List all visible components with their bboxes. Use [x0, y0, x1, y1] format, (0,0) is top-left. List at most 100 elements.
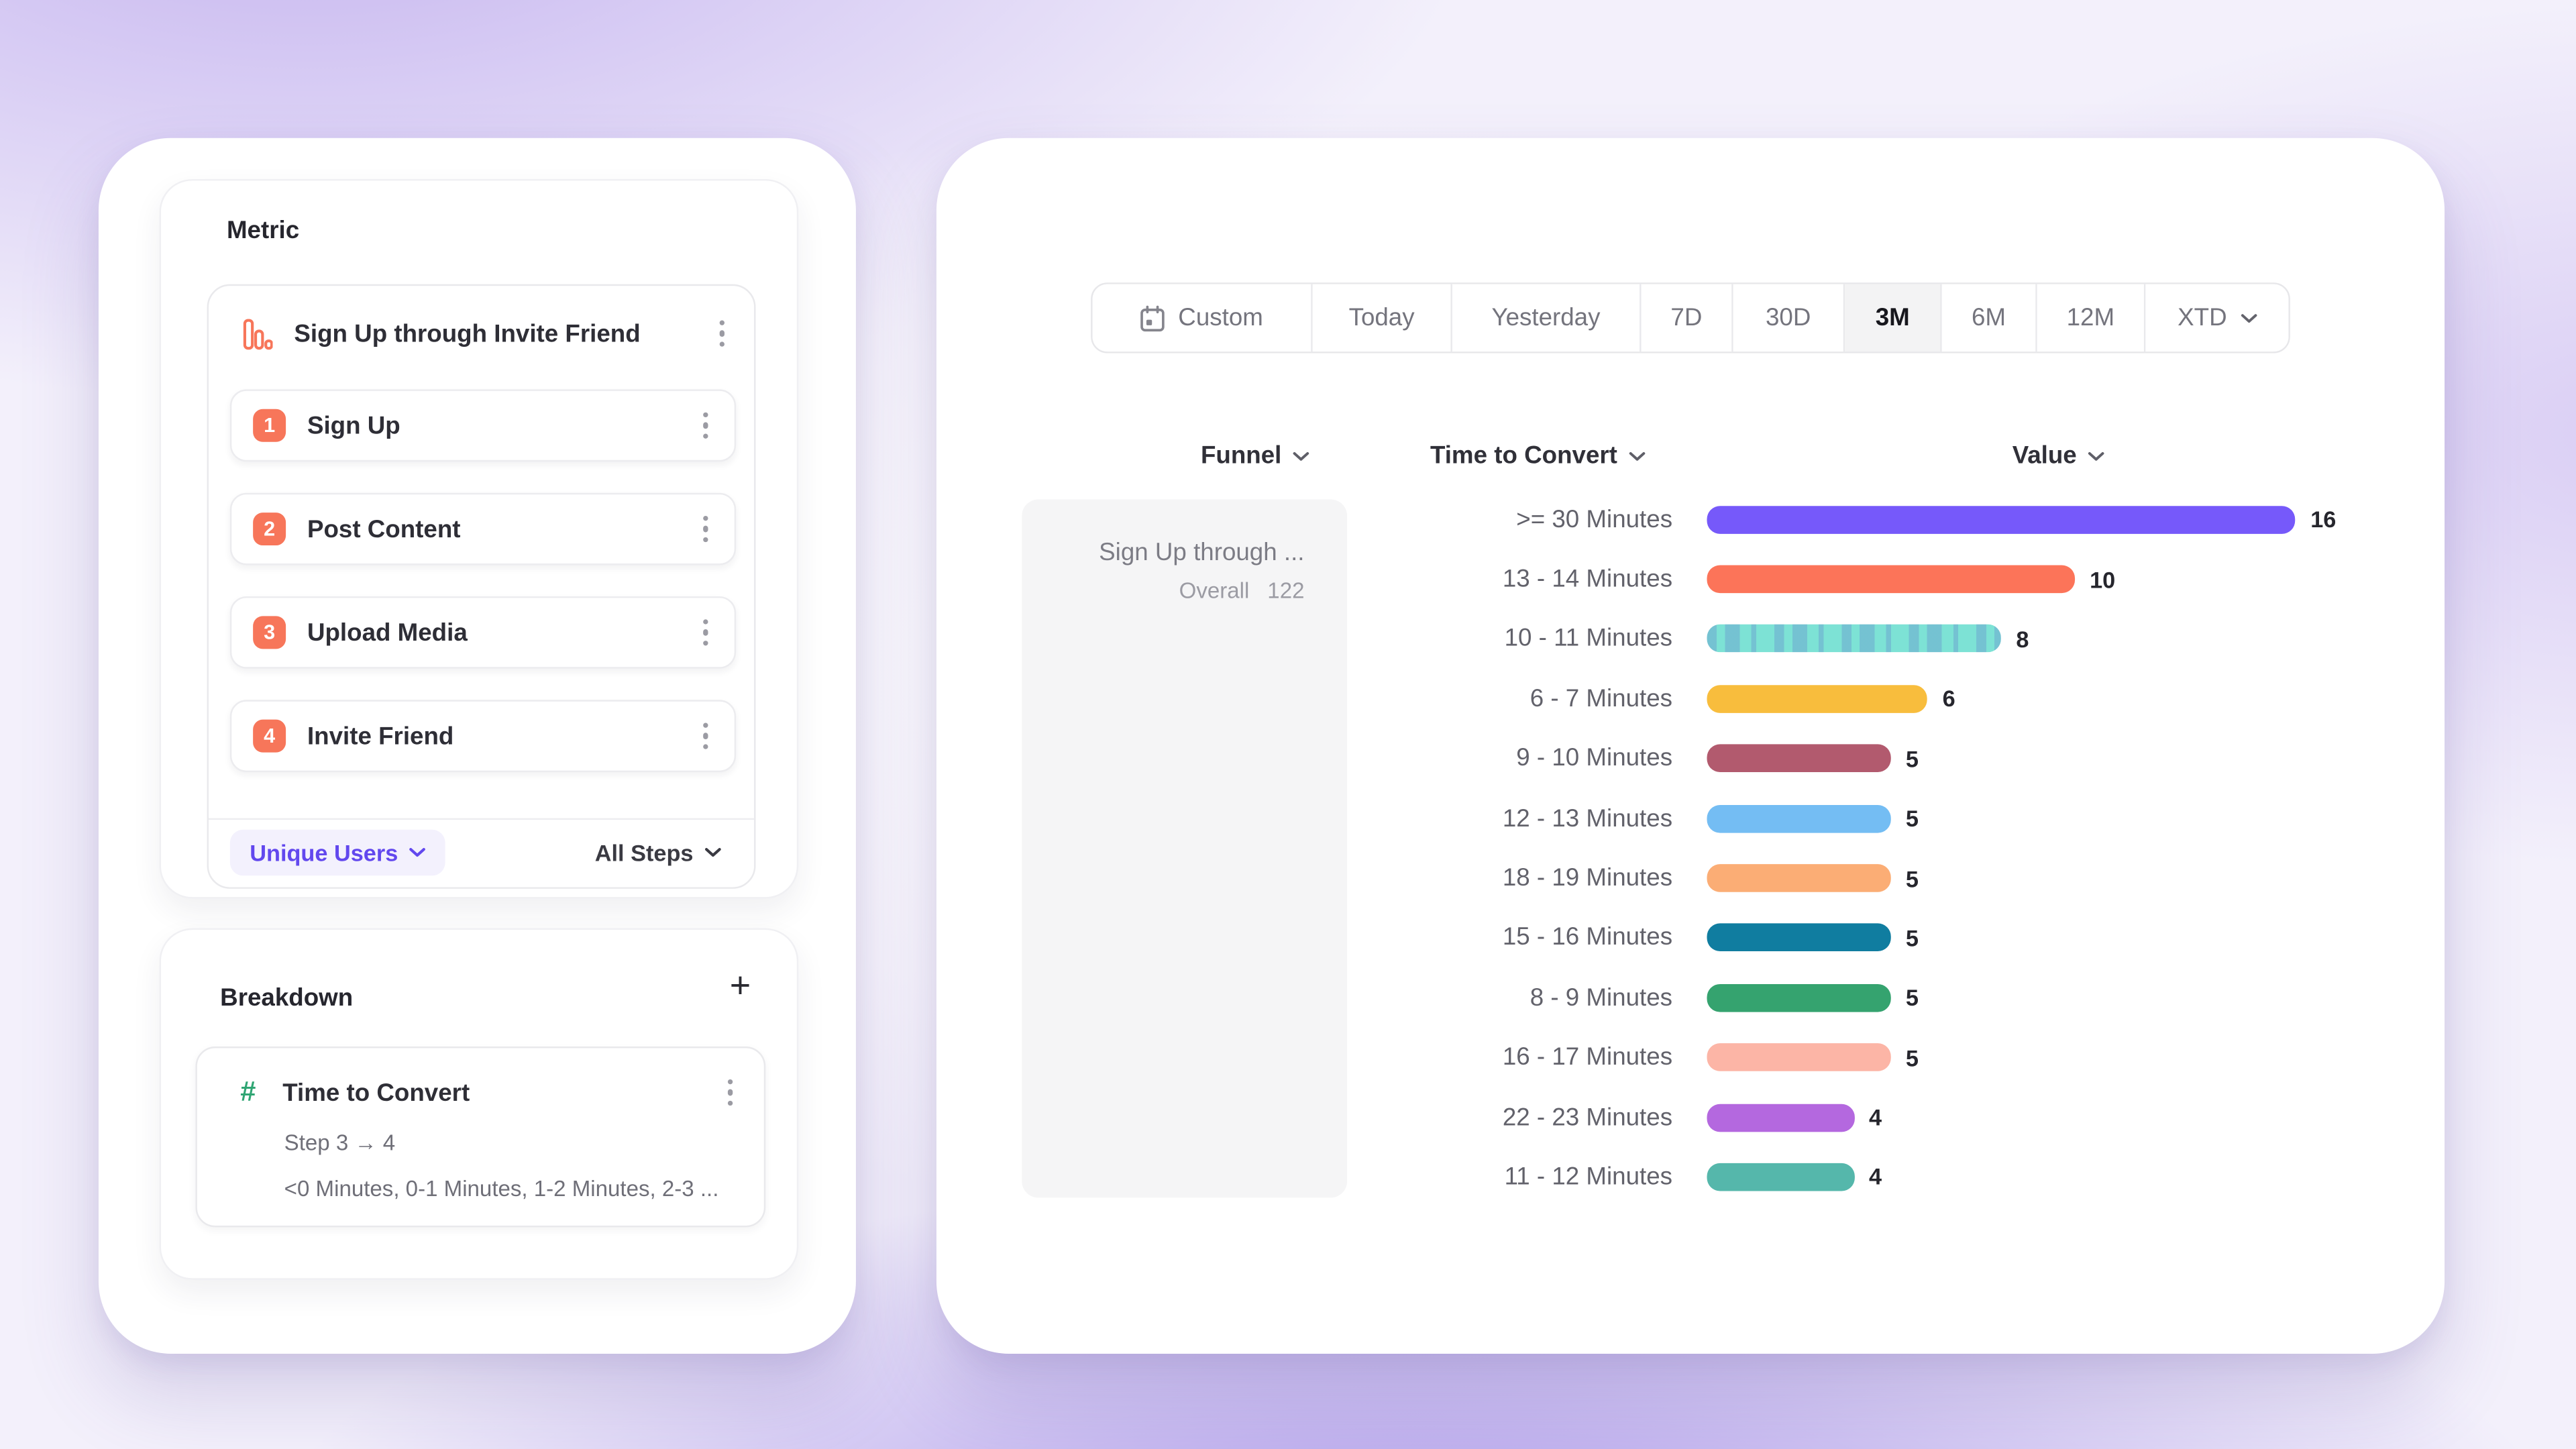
- add-breakdown-button[interactable]: +: [729, 964, 751, 1006]
- date-range-xtd[interactable]: XTD: [2145, 284, 2289, 352]
- value-bar[interactable]: [1707, 924, 1891, 952]
- breakdown-title-row: # Time to Convert: [233, 1068, 739, 1117]
- date-range-label: 6M: [1971, 304, 2006, 332]
- time-bucket-label: >= 30 Minutes: [1516, 505, 1673, 534]
- funnel-step-post-content[interactable]: 2 Post Content: [229, 492, 737, 566]
- value-bar[interactable]: [1707, 864, 1891, 892]
- column-header-label: Time to Convert: [1430, 441, 1617, 470]
- kebab-menu-icon[interactable]: [696, 406, 714, 445]
- kebab-menu-icon[interactable]: [696, 716, 714, 755]
- date-range-6m[interactable]: 6M: [1941, 284, 2037, 352]
- value-bar[interactable]: [1707, 1103, 1854, 1132]
- bar-value-label: 6: [1942, 686, 1955, 712]
- step-label: Post Content: [307, 515, 461, 543]
- chevron-down-icon: [1629, 451, 1646, 460]
- date-range-3m[interactable]: 3M: [1845, 284, 1942, 352]
- chart-row: 16 - 17 Minutes 5: [936, 1028, 2445, 1087]
- chevron-down-icon: [704, 848, 721, 857]
- funnel-step-invite-friend[interactable]: 4 Invite Friend: [229, 700, 737, 773]
- date-range-custom[interactable]: Custom: [1092, 284, 1313, 352]
- funnel-title: Sign Up through Invite Friend: [294, 319, 641, 347]
- breakdown-section-title: Breakdown: [220, 983, 354, 1012]
- date-range-label: XTD: [2178, 304, 2227, 332]
- steps-filter-dropdown[interactable]: All Steps: [595, 830, 721, 876]
- bar-value-label: 10: [2090, 566, 2116, 593]
- metric-section-title: Metric: [226, 217, 300, 245]
- value-bar[interactable]: [1707, 1043, 1891, 1072]
- time-bucket-label: 15 - 16 Minutes: [1502, 924, 1673, 952]
- step-number-badge: 3: [253, 616, 286, 649]
- chart-row: 6 - 7 Minutes 6: [936, 669, 2445, 729]
- chevron-down-icon: [1293, 451, 1309, 460]
- date-range-label: Today: [1348, 304, 1415, 332]
- funnel-title-row[interactable]: Sign Up through Invite Friend: [243, 306, 731, 362]
- divider: [209, 818, 755, 820]
- bar-value-label: 4: [1868, 1104, 1882, 1131]
- chart-row: 11 - 12 Minutes 4: [936, 1147, 2445, 1207]
- column-header-value[interactable]: Value: [2012, 442, 2105, 470]
- value-bar[interactable]: [1707, 983, 1891, 1012]
- overall-label: Overall: [1179, 578, 1250, 603]
- kebab-menu-icon[interactable]: [712, 314, 731, 353]
- bar-value-label: 16: [2310, 506, 2337, 533]
- time-bucket-label: 10 - 11 Minutes: [1504, 625, 1673, 653]
- funnel-step-sign-up[interactable]: 1 Sign Up: [229, 389, 737, 462]
- date-range-label: Custom: [1178, 304, 1263, 332]
- step-label: Invite Friend: [307, 722, 454, 750]
- chart-row: 9 - 10 Minutes 5: [936, 729, 2445, 788]
- value-bar[interactable]: [1707, 684, 1928, 713]
- time-bucket-label: 6 - 7 Minutes: [1529, 684, 1673, 713]
- breakdown-property-name: Time to Convert: [282, 1078, 470, 1107]
- column-header-funnel[interactable]: Funnel: [1201, 442, 1309, 470]
- measurement-label: Unique Users: [250, 839, 398, 866]
- chevron-down-icon: [2240, 313, 2257, 322]
- date-range-yesterday[interactable]: Yesterday: [1452, 284, 1642, 352]
- date-range-30d[interactable]: 30D: [1733, 284, 1845, 352]
- overall-value: 122: [1267, 578, 1305, 603]
- time-bucket-label: 9 - 10 Minutes: [1516, 745, 1673, 773]
- time-bucket-label: 22 - 23 Minutes: [1502, 1103, 1673, 1132]
- bar-value-label: 5: [1905, 984, 1919, 1011]
- date-range-today[interactable]: Today: [1312, 284, 1452, 352]
- date-range-7d[interactable]: 7D: [1641, 284, 1733, 352]
- value-bar[interactable]: [1707, 505, 2296, 534]
- column-header-label: Value: [2012, 441, 2077, 470]
- value-bar[interactable]: [1707, 1163, 1854, 1191]
- funnel-definition-card: Sign Up through Invite Friend 1 Sign Up 2 P…: [207, 284, 756, 889]
- breakdown-buckets-preview: <0 Minutes, 0-1 Minutes, 1-2 Minutes, 2-…: [284, 1176, 719, 1201]
- calendar-icon: [1140, 305, 1165, 331]
- step-number-badge: 4: [253, 719, 286, 753]
- date-range-label: 7D: [1670, 304, 1703, 332]
- funnel-step-upload-media[interactable]: 3 Upload Media: [229, 596, 737, 669]
- steps-filter-label: All Steps: [594, 839, 694, 866]
- funnel-cell[interactable]: Sign Up through ... Overall 122: [1022, 499, 1348, 1198]
- time-bucket-label: 13 - 14 Minutes: [1502, 565, 1673, 594]
- chart-row: 18 - 19 Minutes 5: [936, 849, 2445, 908]
- date-range-12m[interactable]: 12M: [2037, 284, 2146, 352]
- chart-row: >= 30 Minutes 16: [936, 490, 2445, 549]
- step-label: Upload Media: [307, 619, 468, 647]
- bar-value-label: 5: [1905, 745, 1919, 772]
- value-bar[interactable]: [1707, 745, 1891, 773]
- bar-value-label: 5: [1905, 1044, 1919, 1071]
- measurement-dropdown[interactable]: Unique Users: [229, 829, 446, 876]
- column-header-time-to-convert[interactable]: Time to Convert: [1430, 442, 1646, 470]
- time-bucket-label: 16 - 17 Minutes: [1502, 1043, 1673, 1072]
- bar-value-label: 8: [2016, 625, 2029, 653]
- kebab-menu-icon[interactable]: [721, 1073, 739, 1112]
- date-range-label: 12M: [2066, 304, 2115, 332]
- time-bucket-label: 18 - 19 Minutes: [1502, 864, 1673, 892]
- value-bar[interactable]: [1707, 804, 1891, 833]
- breakdown-property-card[interactable]: # Time to Convert Step 3 → 4 <0 Minutes,…: [195, 1046, 766, 1228]
- chart-row: 8 - 9 Minutes 5: [936, 968, 2445, 1028]
- query-builder-panel: Metric Sign Up through Invite Friend 1 Si…: [98, 138, 856, 1354]
- date-range-label: 3M: [1875, 304, 1910, 332]
- chart-row: 22 - 23 Minutes 4: [936, 1087, 2445, 1147]
- kebab-menu-icon[interactable]: [696, 510, 714, 549]
- value-bar[interactable]: [1707, 565, 2076, 594]
- chart-row: 10 - 11 Minutes 8: [936, 609, 2445, 669]
- step-number-badge: 2: [253, 513, 286, 546]
- breakdown-section: Breakdown + # Time to Convert Step 3 → 4…: [159, 928, 799, 1280]
- kebab-menu-icon[interactable]: [696, 613, 714, 652]
- value-bar[interactable]: [1707, 625, 2002, 653]
